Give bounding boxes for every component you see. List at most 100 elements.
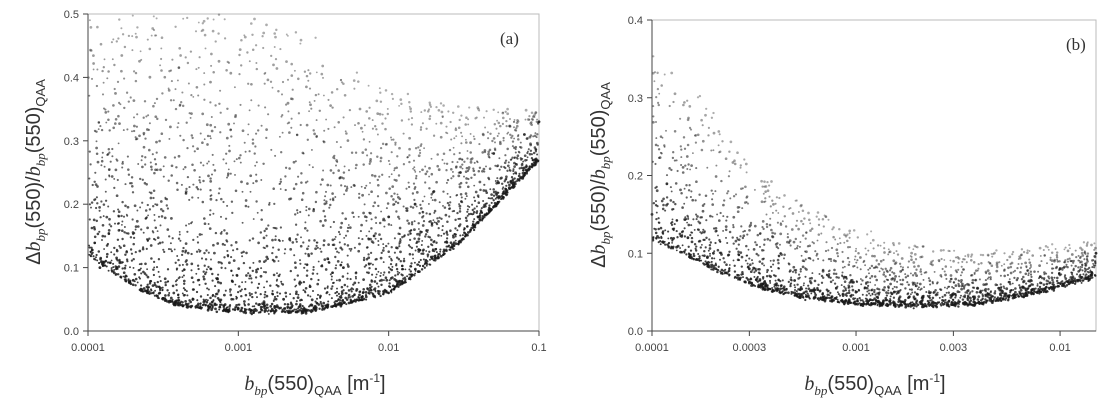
panel-b-point [723,261,726,264]
panel-b-point [953,249,956,252]
panel-a-point [332,220,336,224]
panel-b-point [914,258,918,261]
panel-a-point [401,235,404,239]
panel-a-point [243,307,246,310]
panel-a-point [116,178,119,182]
panel-b-point [668,104,671,108]
panel-b-point [775,196,779,199]
panel-b-point [724,225,728,228]
panel-a-point [239,154,242,157]
panel-b-point [917,264,920,268]
panel-a-point [342,177,345,180]
panel-a-point [211,153,214,156]
panel-a-point [422,258,425,261]
panel-a-point [263,296,266,299]
panel-a-point [117,214,120,218]
panel-a-point [273,202,276,206]
panel-a-point [412,182,416,185]
panel-a-point [120,27,123,30]
panel-b-point [685,196,688,199]
panel-b-point [807,294,810,297]
panel-b-point [1086,241,1089,244]
panel-b-point [734,275,737,279]
panel-a-point [121,162,124,165]
panel-a-point [108,217,111,221]
panel-b-point [1014,290,1017,294]
panel-a-point [260,124,263,127]
panel-b-point [749,223,752,227]
panel-a-point [112,126,115,130]
panel-a-point [377,291,380,295]
panel-a-point [121,166,124,169]
panel-a-point [262,31,266,35]
panel-a-point [176,79,179,82]
panel-b-point [892,296,896,299]
panel-a-point [330,297,333,300]
panel-a-point [375,273,378,276]
panel-b-point [999,293,1002,297]
panel-b-point [705,236,708,240]
panel-b-point [1007,266,1010,270]
panel-a-point [439,102,443,105]
panel-a-point [135,125,138,128]
panel-a-point [321,64,325,68]
panel-a-point [354,271,358,275]
panel-a-data-point [387,215,391,219]
panel-a-point [466,169,470,173]
panel-a-point [164,294,167,297]
panel-b-point [895,292,898,295]
panel-a-point [416,232,419,236]
panel-b-point [966,298,970,302]
panel-a-point [271,289,274,293]
panel-a-point [417,263,420,266]
panel-a-point [508,117,512,121]
panel-a-point [481,151,484,154]
panel-a-point [260,209,263,212]
panel-a-point [238,53,241,57]
panel-a-point [418,234,421,237]
panel-a-point [370,218,373,221]
panel-a-point [195,186,199,189]
panel-a-point [215,303,218,306]
panel-a-point [210,173,214,176]
panel-a-point [466,233,469,237]
panel-a-point [163,299,167,302]
panel-a-point [168,137,171,140]
panel-a-point [327,243,330,246]
panel-a-point [275,28,278,32]
panel-b-point [800,219,803,223]
panel-a-point [102,81,105,84]
panel-a-point [234,173,236,176]
panel-b-point [736,151,739,155]
panel-a-point [106,261,110,264]
panel-a-point [262,162,265,166]
panel-b-point [866,233,869,236]
panel-b-point [683,202,686,205]
panel-a-point [229,288,232,291]
panel-a-point [115,249,119,253]
panel-b-point [966,296,970,299]
panel-a-point [280,282,283,285]
panel-a-point [354,151,358,154]
panel-a-point [274,238,277,241]
panel-a-point [117,210,121,213]
panel-a-point [311,166,314,169]
panel-a-point [421,122,424,125]
panel-a-point [138,263,141,266]
panel-b-point [769,205,772,208]
panel-b-point [740,255,744,259]
panel-b-point [824,215,827,218]
panel-b-point [979,289,982,292]
panel-a-point [366,287,370,291]
panel-a-point [407,277,411,281]
panel-a-point [117,114,120,118]
panel-a-point [466,157,469,160]
panel-b-point [894,275,897,278]
panel-a-point [465,141,468,144]
panel-a-point [310,107,313,110]
panel-a-point [123,45,127,49]
panel-a-point [471,208,474,212]
panel-b-point [996,299,999,302]
panel-a-point [226,204,229,207]
panel-a-y-axis-label: Δbbp(550)/bbp(550)QAA [23,79,48,265]
